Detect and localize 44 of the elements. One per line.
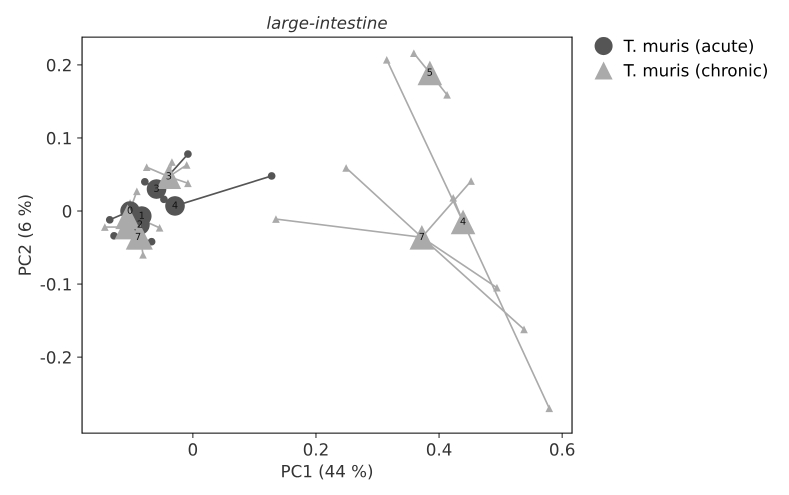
x-tick-label: 0 [188,443,198,456]
point [139,251,147,259]
point [106,216,114,224]
point [382,56,391,64]
annotation: 7 [420,232,424,240]
annotation: 1 [140,212,144,219]
point [141,178,149,186]
annotation: 2 [138,220,142,228]
point [545,404,554,412]
point [168,158,176,166]
point [449,194,458,202]
point [443,91,451,99]
annotation: 7 [136,232,140,240]
y-tick-label: 0.1 [46,132,71,145]
point [184,179,192,188]
annotation: 3 [166,172,172,180]
point [342,164,350,172]
x-tick-label: 0.2 [304,443,328,456]
point [410,49,418,58]
annotation: 3 [154,184,159,192]
annotation: 5 [427,68,432,76]
y-tick-label: 0 [62,204,72,218]
y-tick-label: -0.2 [40,351,71,364]
x-axis-title: PC1 (44 %) [282,464,372,480]
x-tick-label: 0.4 [426,443,452,456]
annotation: 4 [460,218,466,225]
point [156,224,164,232]
annotation: 4 [172,201,178,209]
y-axis-title: PC2 (6 %) [18,195,33,275]
y-tick-label: 0.2 [46,58,71,72]
y-tick-label: -0.1 [40,278,71,291]
point [182,161,191,169]
point [142,163,151,171]
point [272,215,280,223]
point [467,177,475,185]
point [133,187,141,196]
chart-title: large-intestine [267,16,387,32]
point [101,223,109,231]
point [184,150,192,158]
point [520,326,528,334]
legend-label: T. muris (chronic) [624,64,767,79]
point [268,172,276,180]
x-tick-label: 0.6 [550,443,574,456]
legend-label: T. muris (acute) [624,39,753,54]
